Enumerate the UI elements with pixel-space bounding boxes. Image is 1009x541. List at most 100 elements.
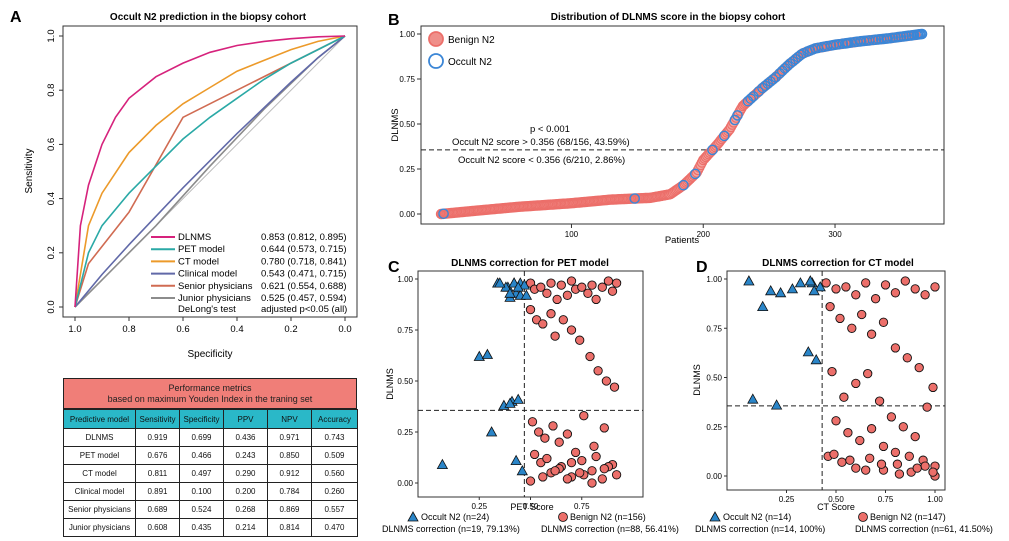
metrics-table-header: Performance metrics based on maximum You… (63, 378, 357, 409)
benign-point (890, 288, 901, 298)
occult-point (481, 348, 494, 359)
benign-point (894, 469, 905, 479)
panel-a-xtick-label: 0.2 (284, 324, 297, 335)
occult-point (814, 281, 826, 292)
occult-point (795, 49, 807, 61)
table-cell: 0.100 (179, 482, 224, 501)
benign-point (562, 474, 573, 484)
roc-curve-pet-model (74, 35, 346, 308)
panel-b-ytick-label: 0.00 (399, 210, 415, 219)
table-cell: PET model (63, 446, 136, 465)
table-cell: 0.290 (223, 464, 268, 483)
benign-point (591, 294, 601, 305)
occult-point (473, 350, 485, 361)
occult-point (504, 397, 516, 408)
panel-b: B Distribution of DLNMS score in the bio… (388, 12, 945, 246)
occult-point (512, 393, 524, 404)
table-cell: 0.560 (311, 464, 358, 483)
panel-a-legend: DLNMS 0.853 (0.812, 0.895) PET model 0.644 … (151, 232, 347, 304)
panel-d-ytick-label: 0.00 (706, 472, 722, 481)
delong-label: DeLong's test (178, 304, 236, 315)
roc-curve-dlnms (74, 35, 346, 308)
panel-b-frame (420, 25, 945, 225)
panel-a-ytick-label: 0.6 (46, 138, 57, 151)
panel-b-p-text: p < 0.001 (530, 124, 570, 135)
panel-c: C DLNMS correction for PET model 0.25 0.5… (382, 258, 679, 534)
occult-point (747, 393, 759, 404)
panel-b-ytick-label: 0.75 (399, 75, 415, 84)
table-cell: Senior physicians (63, 500, 136, 519)
benign-point (587, 466, 597, 476)
benign-point (566, 276, 577, 286)
panel-d-ytick-label: 0.25 (706, 423, 722, 432)
benign-point (538, 472, 548, 482)
occult-point (774, 286, 787, 298)
occult-point (802, 346, 814, 357)
panel-a-legend-value: 0.525 (0.457, 0.594) (261, 293, 347, 304)
panel-a-legend-value: 0.780 (0.718, 0.841) (261, 256, 347, 267)
occult-point (719, 130, 730, 142)
panel-b-ytick-label: 1.00 (399, 30, 415, 39)
benign-point (880, 280, 891, 290)
benign-point (914, 362, 924, 373)
benign-point (878, 317, 889, 327)
metrics-col-header: Accuracy (311, 409, 358, 429)
benign-point (837, 457, 847, 467)
metrics-table-panel: Performance metrics based on maximum You… (63, 378, 358, 537)
table-cell: 0.850 (267, 446, 312, 465)
panel-c-legend-occult: Occult N2 (n=24) (421, 512, 489, 522)
benign-point (546, 309, 556, 319)
table-cell: CT model (63, 464, 136, 483)
benign-point (843, 428, 853, 438)
benign-point (841, 282, 851, 292)
occult-point (743, 275, 755, 286)
table-cell: 0.470 (311, 518, 358, 537)
benign-point (928, 382, 938, 393)
panel-b-xlabel: Patients (665, 235, 700, 246)
benign-point (839, 392, 849, 402)
table-cell: 0.260 (311, 482, 358, 501)
benign-point (552, 294, 562, 305)
benign-point (861, 278, 871, 288)
panel-a-xtick-label: 0.4 (230, 324, 243, 335)
panel-a-ytick-label: 0.2 (46, 246, 57, 259)
benign-point (835, 313, 845, 324)
occult-point (436, 458, 449, 470)
benign-point (890, 447, 901, 458)
table-cell: 0.435 (179, 518, 224, 537)
benign-point (554, 437, 564, 447)
panel-c-correction-occult: DLNMS correction (n=19, 79.13%) (382, 524, 520, 534)
panel-b-legend-benign: Benign N2 (448, 35, 495, 46)
panel-c-ytick-label: 1.00 (397, 275, 413, 284)
panel-b-legend-occult: Occult N2 (448, 57, 492, 68)
table-cell: 0.268 (223, 500, 268, 519)
panel-d-xtick-label: 0.75 (878, 495, 894, 504)
panel-a-legend-value: 0.543 (0.471, 0.715) (261, 269, 347, 280)
benign-point (599, 423, 609, 433)
table-cell: 0.699 (179, 428, 224, 447)
benign-point (575, 468, 585, 478)
panel-a-ytick-label: 0.8 (46, 84, 57, 97)
benign-point (912, 463, 922, 473)
benign-point (857, 309, 867, 320)
benign-point (570, 447, 581, 458)
occult-point (916, 28, 928, 40)
panel-a-ytick-label: 0.4 (46, 192, 57, 205)
benign-point (865, 453, 875, 463)
metrics-col-header: PPV (223, 409, 268, 429)
metrics-table-subtitle: based on maximum Youden Index in the tra… (107, 394, 313, 404)
table-cell: 0.200 (223, 482, 268, 501)
panel-d-correction-occult: DLNMS correction (n=14, 100%) (695, 524, 825, 534)
table-cell: 0.891 (135, 482, 180, 501)
benign-point (550, 331, 560, 341)
occult-point (810, 353, 822, 365)
occult-point (629, 193, 641, 204)
benign-point (874, 396, 885, 406)
benign-point (922, 402, 932, 412)
occult-point (792, 51, 804, 63)
occult-point (770, 399, 783, 410)
panel-a-legend-name: Clinical model (178, 269, 237, 280)
metrics-col-header: Predictive model (63, 409, 136, 429)
benign-point (866, 329, 877, 339)
table-cell: Junior physicians (63, 518, 136, 537)
